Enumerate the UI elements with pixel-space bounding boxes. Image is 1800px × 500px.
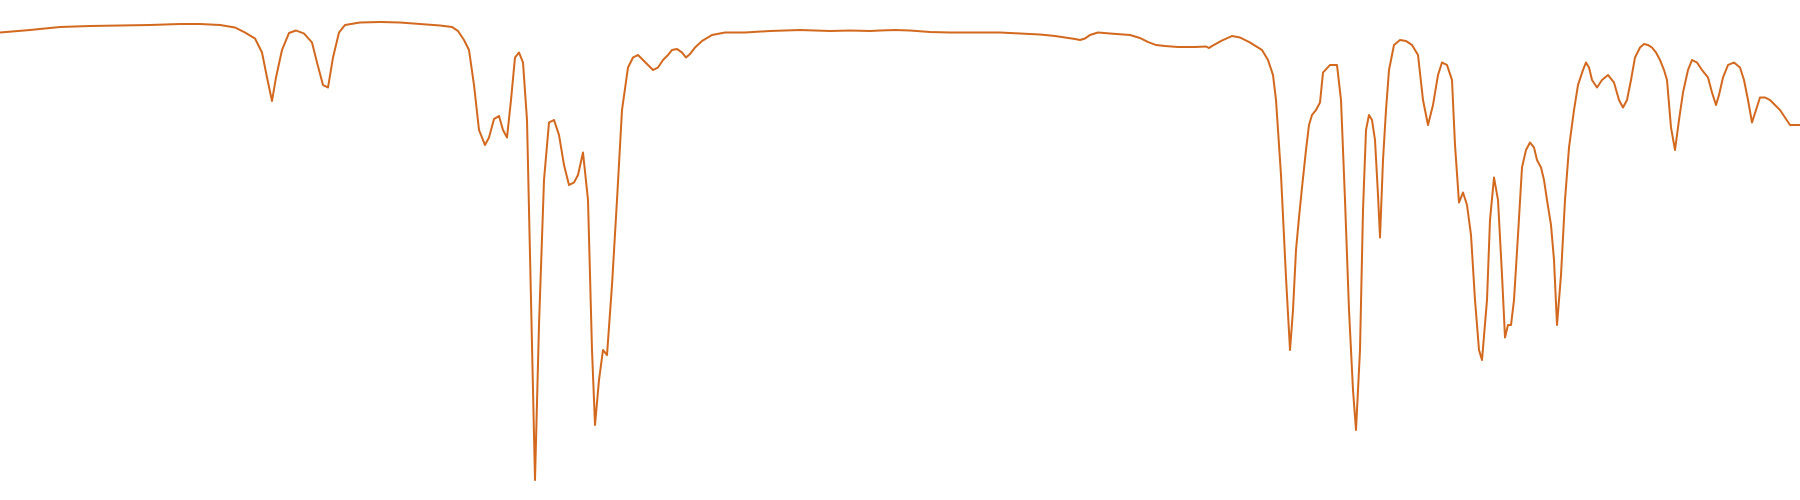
series-line	[0, 21, 1800, 481]
